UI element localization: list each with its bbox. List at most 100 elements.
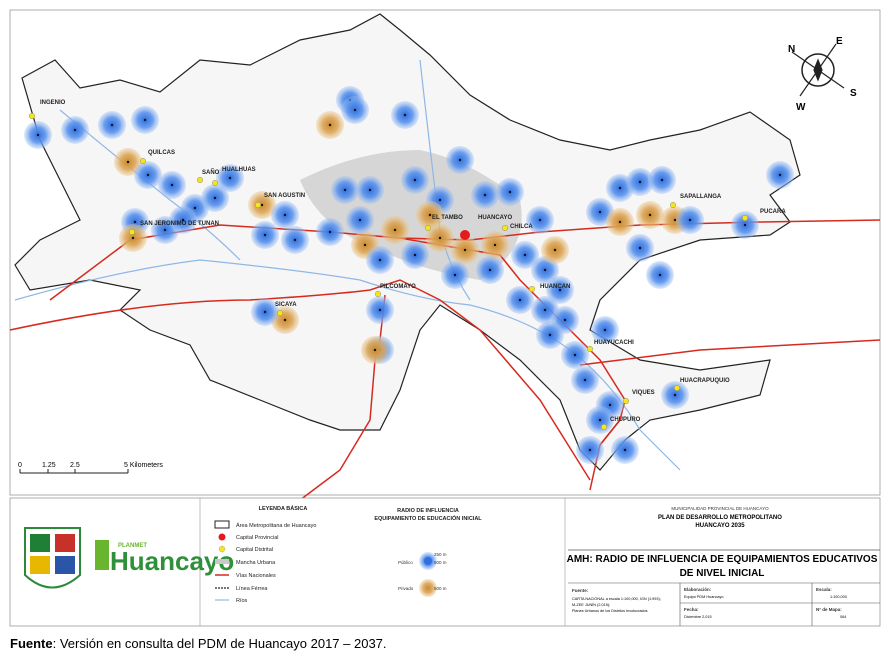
- district-capital: [128, 228, 135, 235]
- map-title: DE NIVEL INICIAL: [680, 568, 765, 579]
- provincial-capital: [460, 230, 470, 240]
- school: [623, 448, 627, 452]
- district-capital: [425, 224, 432, 231]
- school: [618, 186, 622, 190]
- district-capital: [623, 398, 630, 405]
- district-capital: [375, 291, 382, 298]
- school: [163, 228, 167, 232]
- place-label: EL TAMBO: [432, 215, 463, 221]
- scale-label: 5 Kilometers: [124, 462, 163, 469]
- school: [181, 218, 185, 222]
- logo-name: Huancayo: [110, 546, 234, 576]
- district-capital: [587, 346, 594, 353]
- district-capital: [502, 224, 509, 231]
- radius-label: Privado: [398, 586, 414, 591]
- org: MUNICIPALIDAD PROVINCIAL DE HUANCAYO: [671, 506, 769, 511]
- school: [538, 218, 542, 222]
- place-label: SICAYA: [275, 302, 297, 308]
- school: [588, 448, 592, 452]
- school: [373, 348, 377, 352]
- school: [143, 118, 147, 122]
- place-label: CHUPURO: [610, 417, 641, 423]
- compass-label: W: [796, 102, 806, 113]
- school: [658, 273, 662, 277]
- school: [170, 183, 174, 187]
- place-label: CHILCA: [510, 224, 533, 230]
- school: [293, 238, 297, 242]
- compass-label: S: [850, 88, 857, 99]
- school: [453, 273, 457, 277]
- caption: Fuente: Versión en consulta del PDM de H…: [10, 636, 387, 651]
- school: [660, 178, 664, 182]
- school: [608, 403, 612, 407]
- radius-label: 250 m: [434, 552, 447, 557]
- school: [368, 188, 372, 192]
- school: [648, 213, 652, 217]
- school: [488, 268, 492, 272]
- school: [328, 123, 332, 127]
- place-label: SAÑO: [202, 169, 220, 176]
- value: 064: [840, 615, 846, 619]
- school: [260, 203, 264, 207]
- place-label: SAN JERONIMO DE TUNAN: [140, 221, 219, 227]
- district-capital: [670, 201, 677, 208]
- district-capital: [139, 157, 146, 164]
- radius-label: 500 m: [434, 560, 447, 565]
- school: [378, 258, 382, 262]
- school: [598, 418, 602, 422]
- logo-small: PLANMET: [118, 543, 147, 549]
- scale-label: 0: [18, 462, 22, 469]
- school: [36, 133, 40, 137]
- school: [413, 178, 417, 182]
- place-label: HUANCAN: [540, 284, 570, 290]
- school: [518, 298, 522, 302]
- school: [428, 213, 432, 217]
- legend-title: LEYENDA BÁSICA: [259, 505, 308, 512]
- school: [343, 188, 347, 192]
- school: [483, 193, 487, 197]
- school: [598, 210, 602, 214]
- school: [743, 223, 747, 227]
- compass-label: E: [836, 36, 843, 47]
- compass: N E S W: [788, 36, 857, 113]
- place-label: HUANCAYO: [478, 215, 512, 221]
- label: N° de Mapa:: [816, 607, 842, 612]
- value: Diciembre 2,015: [684, 615, 712, 619]
- district-capital: [674, 385, 681, 392]
- school: [688, 218, 692, 222]
- school: [133, 220, 137, 224]
- school: [438, 236, 442, 240]
- legend-item: Capital Distrital: [236, 547, 273, 553]
- district-capital: [29, 112, 36, 119]
- source: Planes Urbanos de los Distritos Involucr…: [572, 609, 648, 613]
- school: [393, 228, 397, 232]
- legend-subtitle: EQUIPAMIENTO DE EDUCACIÓN INICIAL: [374, 514, 482, 522]
- district-capital: [601, 424, 608, 431]
- scale-label: 2.5: [70, 462, 80, 469]
- radius-label: 500 m: [434, 586, 447, 591]
- radius-label: Público: [398, 560, 413, 565]
- school: [558, 288, 562, 292]
- place-label: SAPALLANGA: [680, 194, 722, 200]
- school: [543, 308, 547, 312]
- district-capital: [742, 214, 749, 221]
- logo: PLANMET Huancayo: [24, 527, 234, 589]
- school: [543, 268, 547, 272]
- source: CARTA NACIONAL a escala 1:100,000, IGN (…: [572, 597, 661, 601]
- school: [563, 318, 567, 322]
- value: Equipo PDM Huancayo: [684, 595, 723, 599]
- place-label: HUACRAPUQUIO: [680, 378, 730, 384]
- school: [263, 233, 267, 237]
- district-capital: [529, 286, 536, 293]
- label: Elaboración:: [684, 587, 712, 592]
- caption-bold: Fuente: [10, 636, 53, 651]
- school: [283, 318, 287, 322]
- scale-label: 1.25: [42, 462, 56, 469]
- title-block: MUNICIPALIDAD PROVINCIAL DE HUANCAYO PLA…: [567, 506, 880, 626]
- school: [228, 176, 232, 180]
- school: [413, 253, 417, 257]
- legend-title: RADIO DE INFLUENCIA: [397, 508, 459, 514]
- school: [283, 213, 287, 217]
- place-label: SAN AGUSTIN: [264, 193, 305, 199]
- place-label: HUAYUCACHI: [594, 340, 634, 346]
